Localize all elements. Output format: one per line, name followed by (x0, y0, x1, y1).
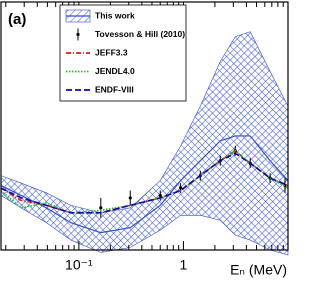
data-point (99, 206, 103, 210)
series-line (0, 135, 289, 234)
plot-frame (0, 1, 289, 251)
legend-label: JEFF3.3 (95, 47, 128, 57)
x-axis-label: Eₙ (MeV) (230, 262, 287, 278)
error-band-cross (1, 31, 288, 255)
data-point (128, 196, 132, 200)
legend-label: ENDF-VIII (95, 84, 134, 94)
x-tick-label: 10⁻¹ (65, 257, 93, 273)
series-line (0, 152, 289, 214)
legend-swatch-point (76, 32, 80, 37)
x-tick-label: 1 (180, 257, 188, 273)
legend-label: JENDL4.0 (95, 66, 135, 76)
legend: This work Tovesson & Hill (2010) JEFF3.3 JE… (59, 4, 187, 102)
panel-label: (a) (8, 11, 26, 28)
data-point (179, 186, 183, 190)
legend-label: Tovesson & Hill (2010) (95, 29, 185, 39)
data-point (158, 193, 162, 198)
legend-label: This work (95, 10, 135, 20)
chart: (a) Eₙ (MeV) 10⁻¹ 1 This work Tovesson & Hi… (0, 1, 289, 278)
